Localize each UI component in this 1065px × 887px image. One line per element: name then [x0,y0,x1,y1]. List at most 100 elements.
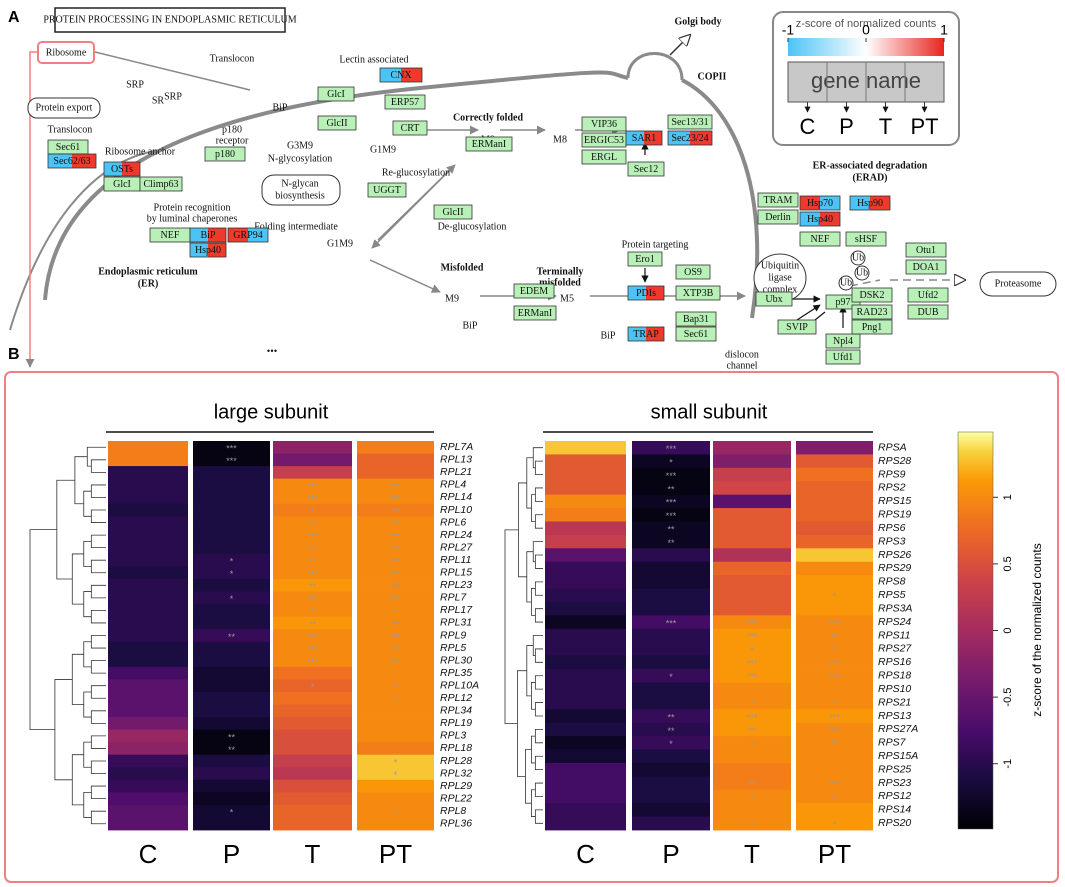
gene-box-left [676,265,693,279]
pathway-label: SRP [164,91,182,102]
gene-box [905,259,947,275]
gene-box-label: Ufd1 [833,352,854,363]
gene-label: RPL12 [440,692,472,704]
pathway-label: SRP [126,79,144,90]
dendrogram [90,685,106,699]
gene-label: RPL5 [440,642,466,654]
dendrogram [534,702,543,717]
heatmap-cell [545,736,626,750]
pathway-label: misfolded [539,277,581,288]
gene-box-right [928,305,948,319]
heatmap-cell [273,742,352,756]
dendrogram [90,610,106,624]
heatmap-cell [713,494,791,509]
gene-label: RPS5 [878,589,906,601]
heatmap-cell [632,601,710,616]
significance: * [750,793,754,803]
gene-label: RPL6 [440,516,466,528]
panel-title: PROTEIN PROCESSING IN ENDOPLASMIC RETICU… [43,14,296,25]
nglycan-box [261,174,341,206]
gene-box-left [582,117,604,131]
heatmap-cell [796,722,873,737]
dendrogram [534,581,543,596]
heatmap-cell [108,629,188,643]
gene-label: RPL36 [440,818,472,830]
gene-box-right [646,286,664,300]
gene-box-label: ERGIC53 [584,135,624,146]
heatmap-cell [193,804,270,818]
heatmap-cell [193,528,270,542]
dendrogram [90,810,106,825]
significance: *** [829,618,840,628]
heatmap-cell [632,682,710,697]
gene-box-right [122,162,140,176]
gene-label: RPS19 [878,509,911,521]
significance: *** [666,471,677,481]
heatmap-cell [108,666,188,680]
gene-box-label: DOA1 [913,262,940,273]
gene-box-right [225,147,245,161]
heatmap-cell [273,566,352,580]
gene-box-right [161,177,182,191]
gene-box-left [826,334,843,348]
heatmap-cell [193,478,270,492]
gene-box [675,285,721,301]
heatmap-cell [108,579,188,592]
heatmap-cell [357,641,434,655]
gene-box [367,182,407,198]
significance: *** [666,511,677,521]
heatmap-cell [273,717,352,731]
heatmap-cell [273,553,352,567]
gene-label: RPL18 [440,742,472,754]
gene-box-left [582,133,604,147]
dendrogram [90,559,106,574]
heatmap-cell [796,467,873,482]
significance: *** [747,712,758,722]
dendrogram [71,754,84,806]
gene-box-left [48,140,68,154]
gene-box [777,319,817,335]
dendrogram [90,710,106,724]
gene-box-right [248,228,268,242]
significance: *** [666,618,677,628]
heatmap-cell [796,441,873,455]
gene-box-left [908,288,928,302]
significance: ** [748,726,756,736]
heatmap-cell [545,669,626,683]
heatmap-cell [108,654,188,668]
significance: ** [392,582,400,592]
gene-box-label: sHSF [855,234,878,245]
heatmap-cell [357,503,434,517]
gene-box [907,304,949,320]
gene-label: RPS11 [878,629,911,641]
gene-box [851,319,893,335]
gene-box-label: Hsp70 [807,198,833,209]
heatmap-cell [357,679,434,693]
heatmap-cell [545,762,626,777]
significance: * [394,770,398,780]
gene-box-left [676,312,696,326]
gene-box-left [104,162,122,176]
gene-box [189,242,227,258]
heatmap-cell [632,494,710,509]
heatmap-cell [273,767,352,781]
heatmap-cell [357,767,434,781]
heatmap-cell [273,478,352,492]
gene-box-right [820,196,840,210]
gene-box-label: Derlin [765,212,791,223]
heatmap-cell [193,566,270,580]
pathway-label: Protein export [36,102,93,113]
gene-label: RPL32 [440,767,472,779]
gene-box [667,114,713,130]
heatmap-cell [273,616,352,630]
pathway-label: (ER) [138,278,159,289]
significance: * [669,457,673,467]
heatmap-cell [357,654,434,668]
significance: * [394,757,398,767]
column-label: C [139,839,158,869]
heatmap-cell [193,616,270,630]
heatmap-cell [273,491,352,505]
dendrogram [71,553,84,605]
heatmap-cell [193,591,270,605]
gene-box-label: Hsp40 [195,245,221,256]
